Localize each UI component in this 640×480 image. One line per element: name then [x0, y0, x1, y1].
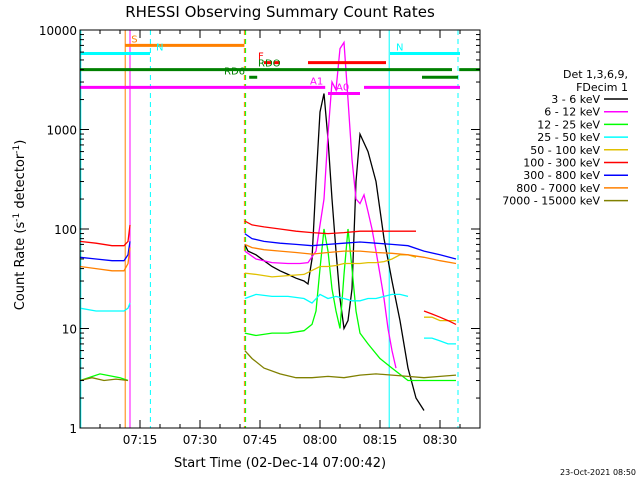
x-tick-label: 07:45	[243, 433, 278, 447]
x-tick-label: 07:30	[183, 433, 218, 447]
series-lines	[80, 40, 457, 411]
flag-label: S	[131, 34, 137, 45]
series-line	[244, 93, 425, 411]
series-line	[80, 373, 129, 382]
legend-entry-label: 25 - 50 keV	[537, 131, 600, 144]
y-axis-label-exp1: -1	[12, 213, 22, 222]
legend-entry-label: 12 - 25 keV	[537, 118, 600, 131]
y-axis-label-mid: detector	[13, 153, 28, 213]
axes-ticks: 07:15 07:30 07:45 08:00 08:15 08:30 1 10 100 1000…	[39, 24, 481, 447]
series-line	[423, 310, 457, 325]
series-line	[244, 220, 416, 235]
series-line	[424, 316, 456, 322]
x-tick-label: 08:00	[303, 433, 338, 447]
footer-timestamp: 23-Oct-2021 08:50	[560, 468, 636, 477]
series-line	[80, 247, 131, 272]
series-line	[424, 337, 456, 345]
series-line	[244, 233, 457, 260]
y-tick-label: 1	[69, 422, 77, 436]
series-line	[80, 377, 129, 382]
x-tick-label: 08:30	[423, 433, 458, 447]
y-tick-label: 100	[54, 223, 77, 237]
series-line	[244, 350, 457, 379]
flag-label: N	[396, 43, 403, 54]
x-tick-label: 08:15	[363, 433, 398, 447]
legend-entry-label: 300 - 800 keV	[523, 169, 600, 182]
y-axis-label-end: )	[13, 140, 28, 145]
flag-label: A1	[310, 76, 323, 87]
series-line	[244, 243, 457, 265]
legend-entry-label: 3 - 6 keV	[551, 93, 600, 106]
x-tick-label: 07:15	[123, 433, 158, 447]
boundary-lines	[80, 30, 459, 428]
legend-entry-label: 100 - 300 keV	[523, 157, 600, 170]
series-line	[244, 254, 417, 278]
legend-entry-label: 50 - 100 keV	[530, 144, 600, 157]
y-axis-label: Count Rate (s-1 detector-1)	[12, 140, 28, 311]
legend-entry-label: 800 - 7000 keV	[516, 182, 600, 195]
flag-label: RD6	[224, 66, 245, 77]
legend-entry-label: 6 - 12 keV	[544, 106, 600, 119]
series-line	[80, 302, 131, 312]
legend-header-line1: Det 1,3,6,9,	[563, 68, 628, 81]
y-tick-label: 10000	[39, 24, 77, 38]
legend-header-line2: FDecim 1	[576, 81, 628, 94]
chart-title: RHESSI Observing Summary Count Rates	[125, 3, 435, 21]
flag-label: N	[156, 43, 163, 54]
flag-label: A0	[336, 83, 349, 94]
flag-label: F	[258, 52, 264, 63]
legend-entry-label: 7000 - 15000 keV	[502, 195, 600, 208]
y-tick-label: 10	[62, 323, 77, 337]
series-line	[80, 241, 131, 262]
flag-label: RDO	[258, 59, 281, 70]
series-line	[80, 224, 131, 247]
x-axis-label: Start Time (02-Dec-14 07:00:42)	[174, 456, 386, 471]
series-line	[244, 228, 456, 382]
y-tick-label: 1000	[46, 124, 77, 138]
series-line	[244, 293, 409, 304]
series-line	[244, 40, 397, 369]
y-axis-label-exp2: -1	[12, 145, 22, 154]
y-axis-label-main: Count Rate (s	[13, 222, 28, 311]
